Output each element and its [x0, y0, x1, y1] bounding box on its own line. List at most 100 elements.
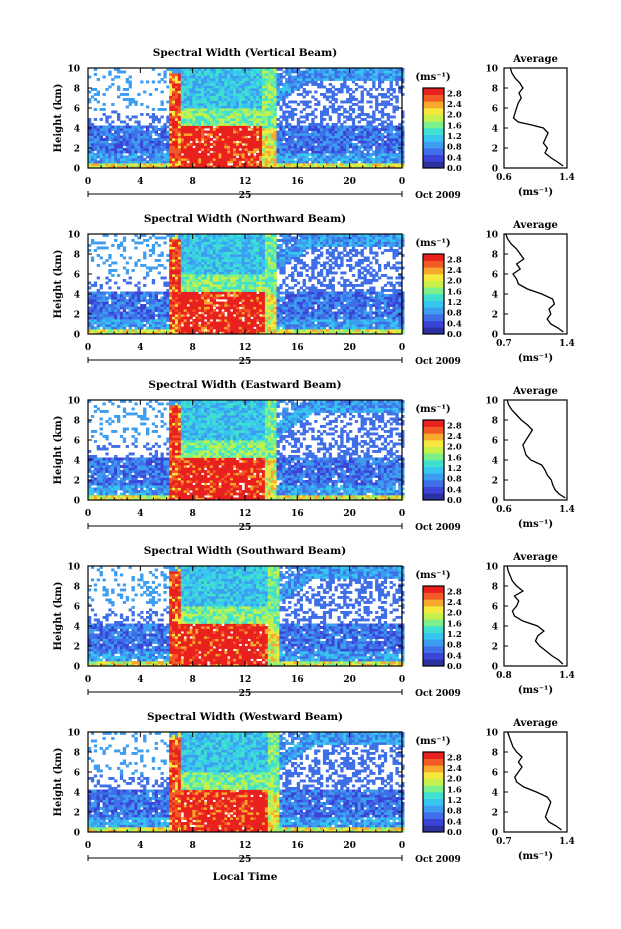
- heatmap-cell: [291, 125, 295, 129]
- heatmap-cell: [320, 135, 324, 139]
- heatmap-cell: [337, 128, 341, 131]
- heatmap-cell: [154, 160, 158, 164]
- heatmap-cell: [146, 291, 150, 295]
- heatmap-cell: [235, 153, 240, 156]
- heatmap-cell: [172, 108, 176, 111]
- heatmap-cell: [111, 291, 115, 295]
- heatmap-cell: [331, 135, 335, 139]
- heatmap-cell: [349, 135, 353, 139]
- heatmap-cell: [305, 105, 309, 109]
- heatmap-cell: [308, 90, 312, 94]
- heatmap-cell: [311, 118, 315, 121]
- heatmap-cell: [172, 259, 176, 262]
- heatmap-cell: [177, 145, 182, 149]
- heatmap-cell: [146, 80, 150, 84]
- heatmap-cell: [122, 299, 127, 302]
- heatmap-cell: [322, 113, 327, 116]
- heatmap-cell: [267, 73, 272, 76]
- heatmap-cell: [351, 120, 356, 124]
- heatmap-cell: [114, 331, 118, 335]
- heatmap-cell: [227, 244, 231, 247]
- heatmap-cell: [102, 163, 106, 166]
- heatmap-cell: [343, 73, 347, 76]
- heatmap-cell: [337, 135, 341, 139]
- heatmap-cell: [88, 138, 92, 141]
- heatmap-cell: [238, 326, 243, 330]
- heatmap-cell: [114, 304, 118, 307]
- heatmap-cell: [299, 78, 303, 81]
- heatmap-cell: [230, 128, 234, 131]
- heatmap-cell: [186, 321, 190, 325]
- heatmap-cell: [209, 246, 214, 250]
- heatmap-cell: [206, 291, 211, 295]
- heatmap-cell: [177, 254, 182, 257]
- heatmap-cell: [340, 125, 344, 129]
- heatmap-cell: [349, 133, 353, 136]
- heatmap-cell: [111, 153, 115, 156]
- heatmap-cell: [172, 75, 176, 79]
- heatmap-cell: [250, 68, 254, 71]
- heatmap-cell: [392, 70, 396, 74]
- heatmap-cell: [343, 78, 347, 81]
- heatmap-cell: [218, 254, 222, 257]
- heatmap-cell: [224, 128, 228, 131]
- heatmap-cell: [209, 296, 214, 300]
- heatmap-cell: [357, 150, 361, 154]
- heatmap-cell: [247, 130, 251, 134]
- heatmap-cell: [230, 125, 234, 129]
- heatmap-cell: [189, 153, 193, 156]
- heatmap-cell: [125, 291, 129, 295]
- heatmap-cell: [322, 135, 327, 139]
- heatmap-cell: [175, 316, 179, 320]
- average-title: Average: [512, 54, 558, 65]
- heatmap-cell: [128, 155, 132, 159]
- heatmap-cell: [340, 100, 344, 104]
- average-y-tick-label: 2: [492, 145, 498, 155]
- average-y-tick-label: 4: [492, 125, 498, 135]
- heatmap-cell: [172, 145, 176, 149]
- heatmap-cell: [233, 128, 237, 131]
- heatmap-cell: [125, 140, 129, 144]
- heatmap-cell: [401, 138, 405, 141]
- heatmap-cell: [111, 296, 115, 300]
- heatmap-cell: [354, 103, 359, 106]
- heatmap-cell: [349, 70, 353, 74]
- heatmap-cell: [218, 309, 222, 312]
- heatmap-cell: [206, 135, 211, 139]
- heatmap-cell: [285, 125, 289, 129]
- heatmap-cell: [363, 75, 367, 79]
- heatmap-cell: [157, 135, 161, 139]
- heatmap-cell: [88, 118, 92, 121]
- heatmap-cell: [276, 138, 280, 141]
- heatmap-cell: [157, 326, 161, 330]
- heatmap-cell: [183, 75, 187, 79]
- heatmap-cell: [209, 271, 214, 275]
- heatmap-cell: [276, 158, 280, 161]
- heatmap-cell: [340, 133, 344, 136]
- heatmap-cell: [314, 153, 318, 156]
- heatmap-cell: [160, 301, 164, 305]
- heatmap-cell: [288, 150, 292, 154]
- heatmap-cell: [212, 108, 216, 111]
- heatmap-cell: [114, 329, 118, 332]
- heatmap-cell: [169, 83, 173, 86]
- heatmap-cell: [119, 319, 124, 322]
- heatmap-cell: [215, 236, 219, 240]
- heatmap-cell: [172, 123, 176, 126]
- heatmap-cell: [224, 108, 228, 111]
- heatmap-cell: [363, 165, 367, 169]
- heatmap-cell: [221, 138, 225, 141]
- heatmap-cell: [288, 83, 292, 86]
- heatmap-cell: [212, 78, 216, 81]
- heatmap-cell: [160, 128, 164, 131]
- heatmap-cell: [230, 68, 234, 71]
- heatmap-cell: [262, 145, 266, 149]
- heatmap-cell: [299, 155, 303, 159]
- heatmap-cell: [285, 70, 289, 74]
- heatmap-cell: [125, 125, 129, 129]
- heatmap-cell: [88, 143, 92, 146]
- heatmap-cell: [230, 120, 234, 124]
- heatmap-cell: [244, 113, 248, 116]
- heatmap-cell: [299, 80, 303, 84]
- heatmap-cell: [90, 284, 95, 287]
